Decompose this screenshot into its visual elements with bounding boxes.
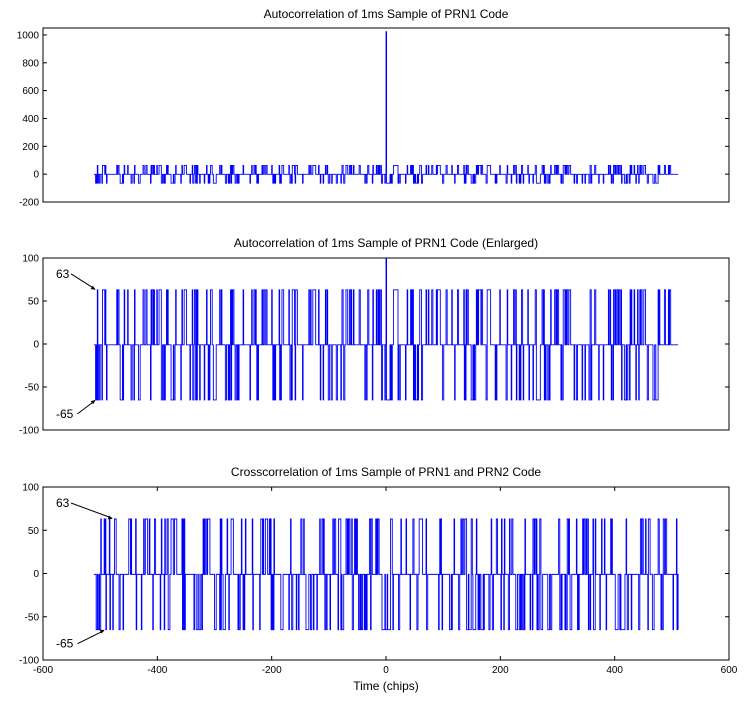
- y-tick-label: 1000: [17, 30, 40, 41]
- x-tick-label: 200: [492, 665, 509, 676]
- arrow-head-icon: [90, 285, 96, 290]
- y-tick-label: -100: [19, 656, 39, 667]
- y-tick-label: 50: [28, 526, 40, 537]
- annotation-label: -65: [56, 407, 74, 421]
- x-axis-label: Time (chips): [353, 679, 419, 693]
- y-tick-label: 400: [22, 114, 39, 125]
- series-line: [93, 258, 679, 401]
- chart-title: Autocorrelation of 1ms Sample of PRN1 Co…: [264, 7, 509, 21]
- annotation-label: 63: [56, 267, 70, 281]
- chart-panel-1: Autocorrelation of 1ms Sample of PRN1 Co…: [17, 7, 730, 209]
- chart-title: Autocorrelation of 1ms Sample of PRN1 Co…: [234, 236, 538, 250]
- annotation-label: 63: [56, 496, 70, 510]
- y-tick-label: -50: [25, 612, 40, 623]
- annotation-arrow: [70, 273, 95, 290]
- plot-area: [42, 486, 730, 661]
- series-line: [93, 518, 679, 631]
- chart-panel-3: Crosscorrelation of 1ms Sample of PRN1 a…: [19, 465, 738, 693]
- arrow-head-icon: [107, 515, 113, 520]
- annotation-arrow: [77, 400, 95, 415]
- chart-title: Crosscorrelation of 1ms Sample of PRN1 a…: [231, 465, 541, 479]
- y-tick-label: -200: [19, 198, 39, 209]
- y-tick-label: 100: [22, 483, 39, 494]
- y-tick-label: 600: [22, 86, 39, 97]
- x-tick-label: -600: [33, 665, 53, 676]
- arrow-head-icon: [90, 399, 96, 405]
- annotation-label: -65: [56, 637, 74, 651]
- y-tick-label: -50: [25, 383, 40, 394]
- annotation-arrow: [77, 630, 104, 645]
- x-tick-label: 0: [383, 665, 389, 676]
- y-tick-label: 0: [33, 340, 39, 351]
- y-tick-label: 200: [22, 142, 39, 153]
- y-tick-label: 50: [28, 297, 40, 308]
- x-tick-label: -200: [262, 665, 282, 676]
- x-tick-label: 400: [606, 665, 623, 676]
- annotation-arrow: [70, 502, 112, 519]
- y-tick-label: 800: [22, 58, 39, 69]
- y-tick-label: -100: [19, 426, 39, 437]
- chart-panel-2: Autocorrelation of 1ms Sample of PRN1 Co…: [19, 236, 730, 437]
- series-line: [93, 31, 679, 184]
- y-tick-label: 0: [33, 569, 39, 580]
- arrow-head-icon: [99, 629, 105, 634]
- x-tick-label: -400: [147, 665, 167, 676]
- y-tick-label: 0: [33, 170, 39, 181]
- x-tick-label: 600: [721, 665, 738, 676]
- y-tick-label: 100: [22, 254, 39, 265]
